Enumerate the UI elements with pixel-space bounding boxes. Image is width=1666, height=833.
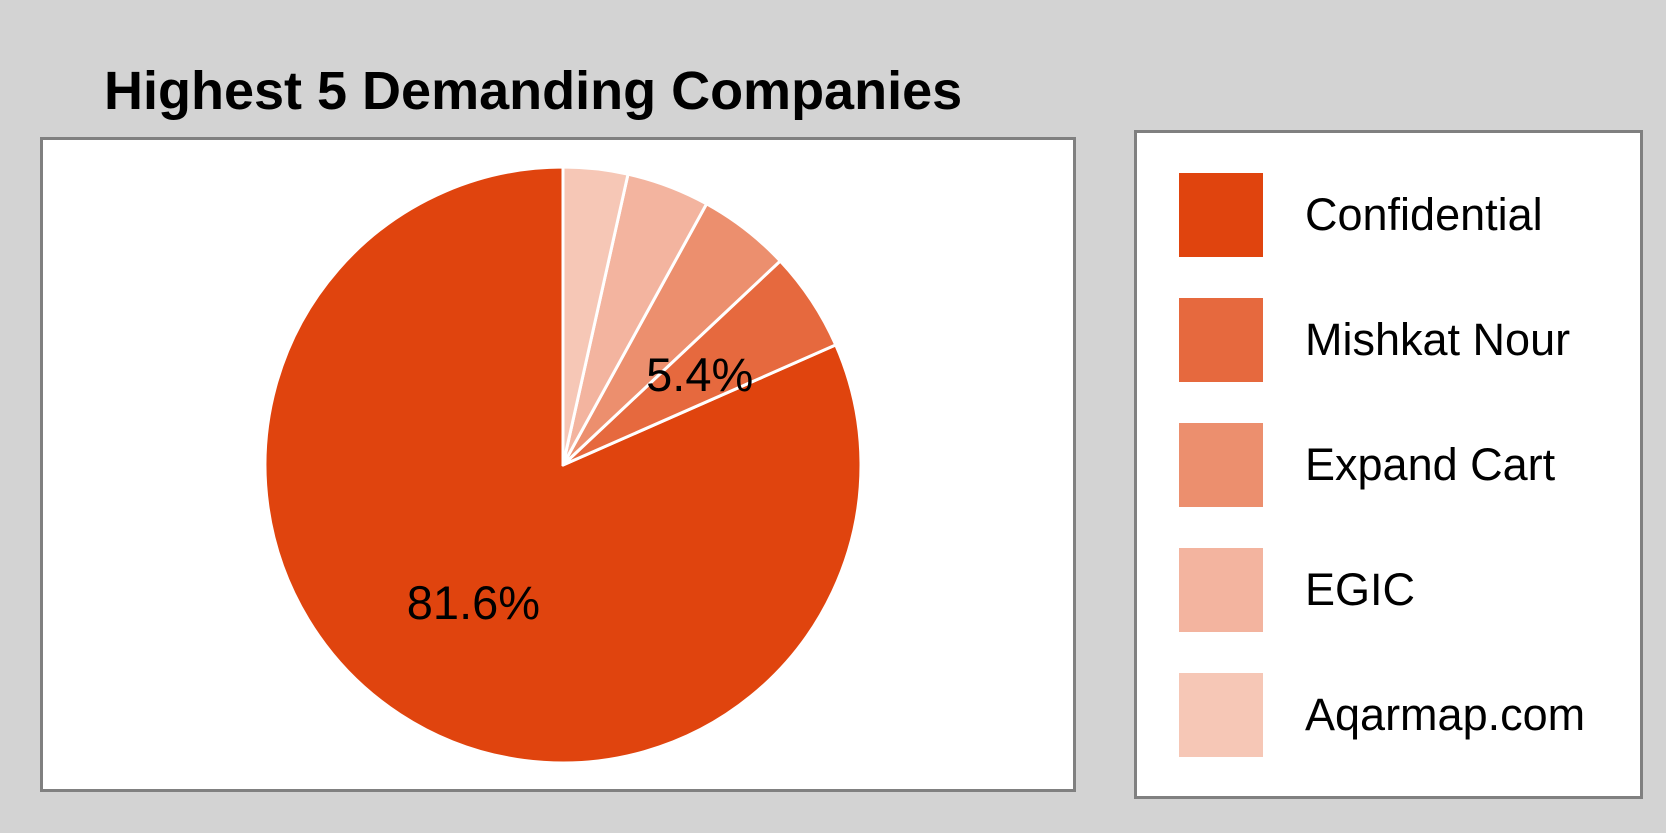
- pie-slice-aqarmap: [561, 165, 630, 467]
- legend-label: Confidential: [1305, 189, 1543, 240]
- legend-item-expand-cart: Expand Cart: [1179, 423, 1629, 507]
- legend-item-egic: EGIC: [1179, 548, 1629, 632]
- legend-item-confidential: Confidential: [1179, 173, 1629, 257]
- legend-item-aqarmap: Aqarmap.com: [1179, 673, 1629, 757]
- legend-label: Aqarmap.com: [1305, 689, 1586, 740]
- legend-swatch: [1179, 548, 1263, 632]
- chart-title: Highest 5 Demanding Companies: [104, 61, 963, 121]
- pie-chart: 81.6% 5.4%: [263, 165, 863, 765]
- slice-label-confidential: 81.6%: [407, 576, 540, 629]
- legend-swatch: [1179, 298, 1263, 382]
- plot-area: 81.6% 5.4%: [40, 137, 1076, 792]
- legend: Confidential Mishkat Nour Expand Cart EG…: [1134, 130, 1643, 799]
- legend-item-mishkat-nour: Mishkat Nour: [1179, 298, 1629, 382]
- legend-label: Expand Cart: [1305, 439, 1556, 490]
- legend-label: Mishkat Nour: [1305, 314, 1571, 365]
- legend-swatch: [1179, 673, 1263, 757]
- slice-label-mishkat-nour: 5.4%: [646, 348, 753, 401]
- legend-swatch: [1179, 423, 1263, 507]
- legend-swatch: [1179, 173, 1263, 257]
- legend-label: EGIC: [1305, 564, 1416, 615]
